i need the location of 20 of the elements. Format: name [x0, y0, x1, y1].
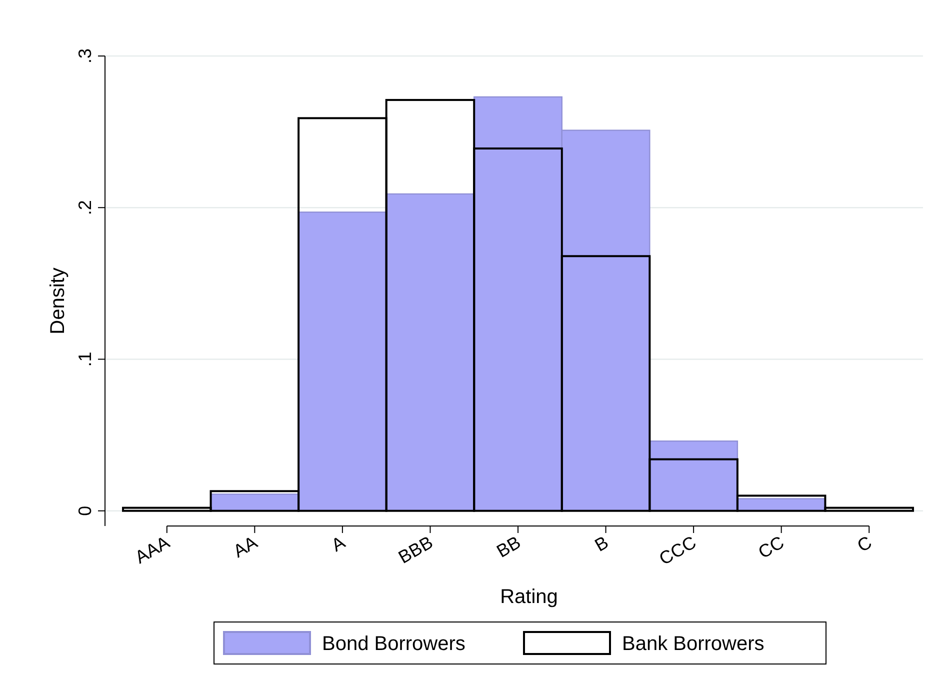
legend-label: Bank Borrowers — [622, 633, 764, 655]
x-tick-label: CC — [754, 532, 788, 562]
x-tick-label: A — [328, 532, 348, 556]
x-tick-label: BBB — [395, 532, 436, 568]
y-tick-label: .3 — [75, 48, 95, 64]
x-tick-label: AA — [230, 532, 261, 562]
bar — [298, 212, 387, 512]
bar — [386, 193, 475, 512]
x-tick-label: B — [591, 532, 612, 556]
x-tick-label: AAA — [132, 532, 173, 568]
y-axis-title: Density — [47, 268, 69, 334]
y-tick-label: .1 — [75, 352, 95, 367]
x-tick-label: CCC — [656, 532, 700, 569]
bar — [649, 440, 738, 512]
legend-label: Bond Borrowers — [322, 633, 466, 655]
y-tick-label: 0 — [75, 506, 95, 516]
x-tick-label: C — [854, 532, 876, 556]
y-tick-label: .2 — [75, 200, 95, 216]
x-tick-label: BB — [493, 532, 524, 562]
x-axis-title: Rating — [500, 586, 558, 608]
